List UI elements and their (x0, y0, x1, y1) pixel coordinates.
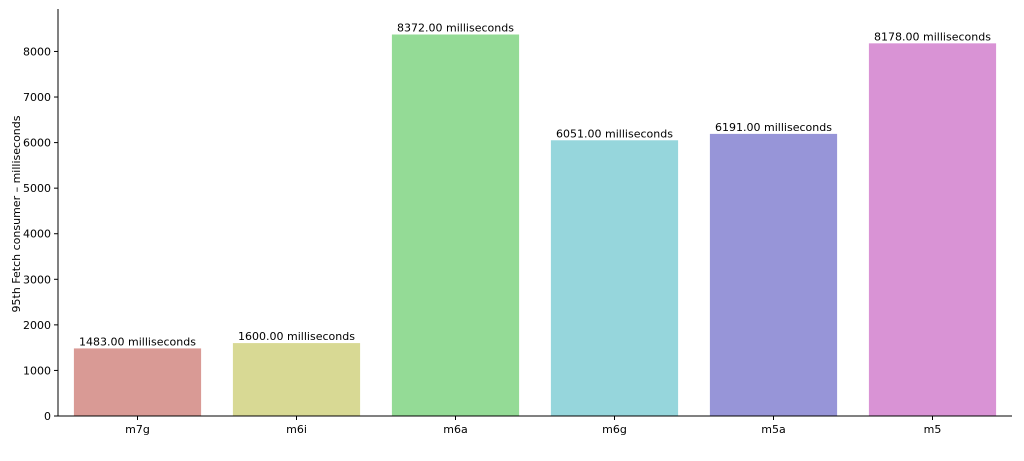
data-label-m7g: 1483.00 milliseconds (79, 335, 196, 348)
bars-group: 1483.00 milliseconds 1600.00 milliseconds… (73, 22, 997, 417)
y-tick-label: 1000 (23, 364, 51, 377)
x-tick-label-m6a: m6a (443, 423, 467, 436)
data-label-m6i: 1600.00 milliseconds (238, 330, 355, 343)
x-tick-label-m6g: m6g (602, 423, 627, 436)
y-tick-label: 6000 (23, 137, 51, 150)
data-label-m5a: 6191.00 milliseconds (715, 121, 832, 134)
y-tick-label: 7000 (23, 91, 51, 104)
bar-m6a (391, 34, 520, 417)
x-tick-label-m5a: m5a (761, 423, 785, 436)
bar-m6i (232, 343, 361, 416)
y-axis-label: 95th Fetch consumer – milliseconds (10, 115, 23, 312)
y-tick-label: 3000 (23, 273, 51, 286)
y-tick-label: 4000 (23, 228, 51, 241)
data-label-m6g: 6051.00 milliseconds (556, 127, 673, 140)
data-label-m6a: 8372.00 milliseconds (397, 22, 514, 35)
bar-m7g (73, 348, 202, 416)
y-axis: 0 1000 2000 3000 4000 5000 6000 7000 8000 (23, 9, 59, 423)
x-tick-label-m6i: m6i (286, 423, 307, 436)
x-tick-label-m7g: m7g (125, 423, 150, 436)
bar-m5a (709, 133, 838, 416)
x-axis: m7g m6i m6a m6g m5a m5 (58, 415, 1012, 436)
y-tick-label: 5000 (23, 182, 51, 195)
y-tick-label: 0 (44, 410, 51, 423)
y-tick-label: 8000 (23, 45, 51, 58)
x-tick-label-m5: m5 (924, 423, 942, 436)
y-tick-label: 2000 (23, 319, 51, 332)
bar-m6g (550, 140, 679, 416)
bar-m5 (868, 43, 997, 416)
data-label-m5: 8178.00 milliseconds (874, 30, 991, 43)
